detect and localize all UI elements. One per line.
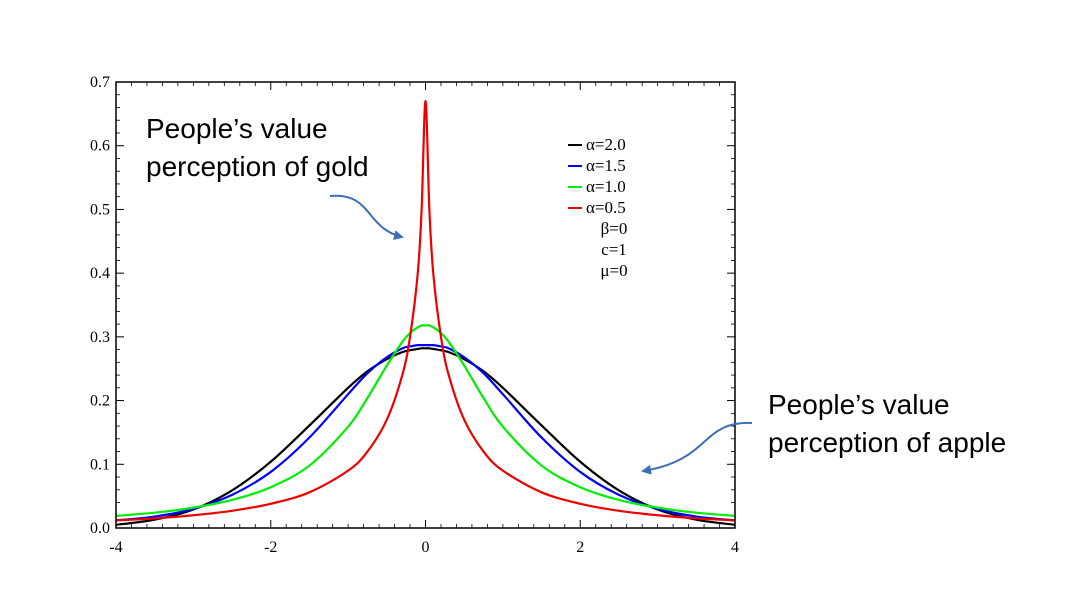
legend-param-0: β=0	[601, 219, 628, 238]
legend-label-1: α=1.5	[586, 156, 626, 175]
apple-annotation-line-2: perception of apple	[768, 427, 1007, 458]
gold-annotation-line-2: perception of gold	[146, 151, 369, 182]
y-tick-label: 0.0	[90, 520, 110, 537]
series-line-1	[116, 343, 735, 522]
curves	[116, 100, 735, 526]
x-tick-label: 0	[422, 539, 430, 556]
series-line-3	[116, 100, 735, 522]
x-tick-label: 2	[576, 539, 584, 556]
legend: α=2.0 α=1.5 α=1.0 α=0.5 β=0 c=1 μ=0	[568, 135, 628, 280]
axis-tick-labels: -4 -2 0 2 4 0.0 0.1 0.2 0.3 0.4 0.5 0.6 0.7	[90, 74, 739, 556]
series-line-2	[116, 324, 735, 517]
legend-label-3: α=0.5	[586, 198, 626, 217]
y-tick-label: 0.4	[90, 265, 110, 282]
gold-annotation-line-1: People’s value	[146, 113, 328, 144]
x-tick-label: 4	[731, 539, 739, 556]
apple-annotation: People’s value perception of apple	[768, 386, 1006, 462]
apple-annotation-arrow	[641, 421, 753, 475]
gold-annotation-arrow	[329, 194, 404, 240]
legend-label-2: α=1.0	[586, 177, 626, 196]
x-tick-label: -2	[264, 539, 277, 556]
plot-frame	[115, 81, 736, 529]
y-tick-label: 0.1	[90, 456, 110, 473]
y-tick-label: 0.3	[90, 329, 110, 346]
y-tick-label: 0.2	[90, 393, 110, 410]
legend-param-1: c=1	[601, 240, 627, 259]
apple-annotation-line-1: People’s value	[768, 389, 950, 420]
y-tick-label: 0.6	[90, 138, 110, 155]
y-tick-label: 0.7	[90, 74, 110, 91]
legend-label-0: α=2.0	[586, 135, 626, 154]
gold-annotation: People’s value perception of gold	[146, 110, 369, 186]
x-tick-label: -4	[109, 539, 122, 556]
series-line-0	[116, 347, 735, 526]
y-tick-label: 0.5	[90, 201, 110, 218]
legend-param-2: μ=0	[600, 261, 627, 280]
